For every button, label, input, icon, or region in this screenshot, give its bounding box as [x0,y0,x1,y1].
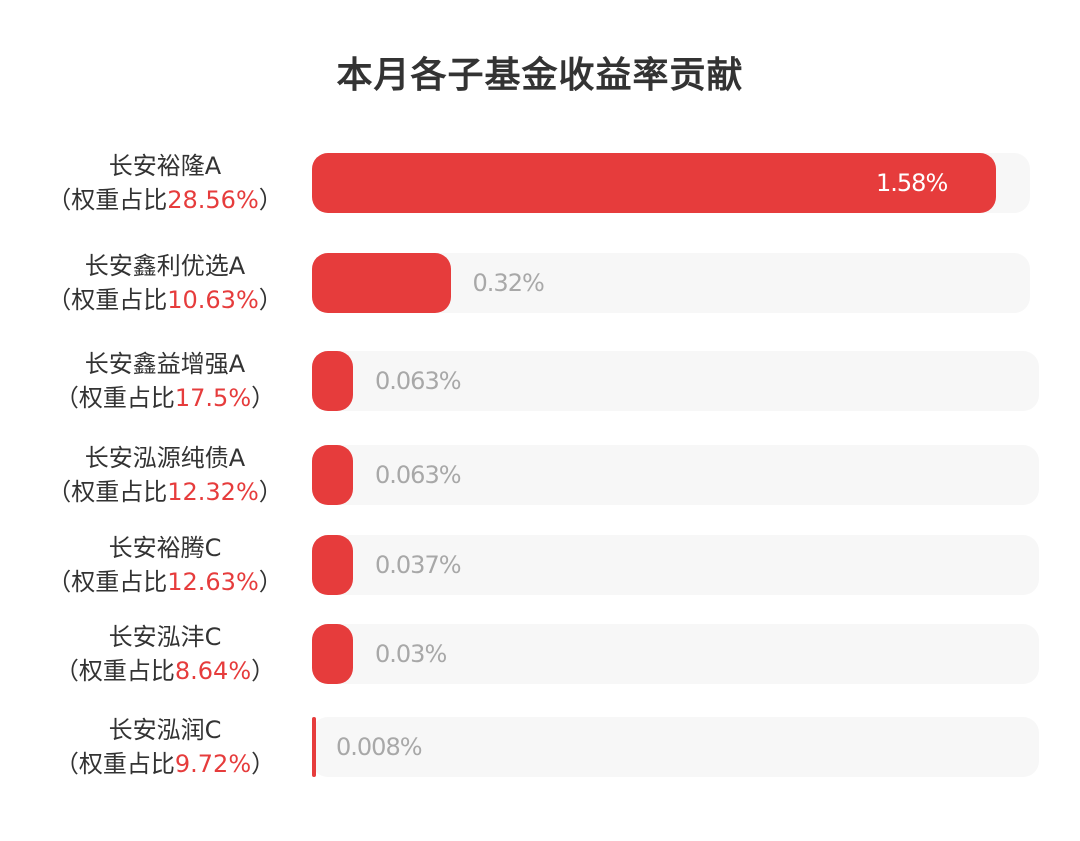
bar-row: 长安鑫利优选A （权重占比10.63%） 0.32% [0,252,1080,314]
weight-value: 9.72% [174,750,252,778]
fund-name: 长安泓润C [108,716,222,744]
weight-prefix: （权重占比 [47,478,168,506]
weight-prefix: （权重占比 [47,286,168,314]
weight-line: （权重占比17.5%） [20,381,310,415]
weight-value: 17.5% [174,384,252,412]
chart-title: 本月各子基金收益率贡献 [336,55,744,96]
weight-prefix: （权重占比 [47,186,168,214]
weight-line: （权重占比12.63%） [20,565,310,599]
category-label: 长安泓沣C （权重占比8.64%） [20,620,310,688]
value-label: 0.008% [336,733,423,761]
category-label: 长安裕腾C （权重占比12.63%） [20,531,310,599]
bar [312,351,353,411]
weight-suffix: ） [258,478,283,506]
bar-row: 长安鑫益增强A （权重占比17.5%） 0.063% [0,350,1080,412]
weight-suffix: ） [251,657,276,685]
weight-line: （权重占比8.64%） [20,654,310,688]
weight-prefix: （权重占比 [54,384,175,412]
weight-value: 8.64% [174,657,252,685]
value-label: 0.063% [375,461,462,489]
weight-value: 12.63% [167,568,259,596]
weight-suffix: ） [258,568,283,596]
value-label: 0.03% [375,640,447,668]
weight-prefix: （权重占比 [54,657,175,685]
bar-track [312,535,1039,595]
weight-value: 28.56% [167,186,259,214]
bar-track [312,717,1039,777]
bar [312,153,996,213]
category-label: 长安鑫益增强A （权重占比17.5%） [20,347,310,415]
fund-name: 长安鑫利优选A [84,252,246,280]
bar-row: 长安裕腾C （权重占比12.63%） 0.037% [0,534,1080,596]
weight-value: 12.32% [167,478,259,506]
weight-suffix: ） [258,286,283,314]
bar [312,624,353,684]
weight-suffix: ） [258,186,283,214]
weight-line: （权重占比28.56%） [20,183,310,217]
weight-line: （权重占比9.72%） [20,747,310,781]
fund-name: 长安裕隆A [108,152,222,180]
category-label: 长安泓润C （权重占比9.72%） [20,713,310,781]
category-label: 长安泓源纯债A （权重占比12.32%） [20,441,310,509]
category-label: 长安裕隆A （权重占比28.56%） [20,149,310,217]
bar [312,445,353,505]
value-label: 0.037% [375,551,462,579]
bar-track [312,351,1039,411]
bar-row: 长安泓沣C （权重占比8.64%） 0.03% [0,623,1080,685]
bar-track [312,624,1039,684]
fund-name: 长安泓源纯债A [84,444,246,472]
bar-row: 长安泓润C （权重占比9.72%） 0.008% [0,716,1080,778]
bar [312,717,316,777]
bar-row: 长安泓源纯债A （权重占比12.32%） 0.063% [0,444,1080,506]
bar-row: 长安裕隆A （权重占比28.56%） 1.58% [0,152,1080,214]
weight-suffix: ） [251,750,276,778]
bar [312,253,451,313]
fund-name: 长安泓沣C [108,623,222,651]
value-label: 1.58% [876,169,948,197]
weight-line: （权重占比10.63%） [20,283,310,317]
weight-line: （权重占比12.32%） [20,475,310,509]
value-label: 0.063% [375,367,462,395]
weight-suffix: ） [251,384,276,412]
fund-name: 长安鑫益增强A [84,350,246,378]
weight-prefix: （权重占比 [47,568,168,596]
bar [312,535,353,595]
value-label: 0.32% [472,269,545,297]
category-label: 长安鑫利优选A （权重占比10.63%） [20,249,310,317]
weight-prefix: （权重占比 [54,750,175,778]
bar-track [312,445,1039,505]
fund-name: 长安裕腾C [108,534,222,562]
weight-value: 10.63% [167,286,259,314]
